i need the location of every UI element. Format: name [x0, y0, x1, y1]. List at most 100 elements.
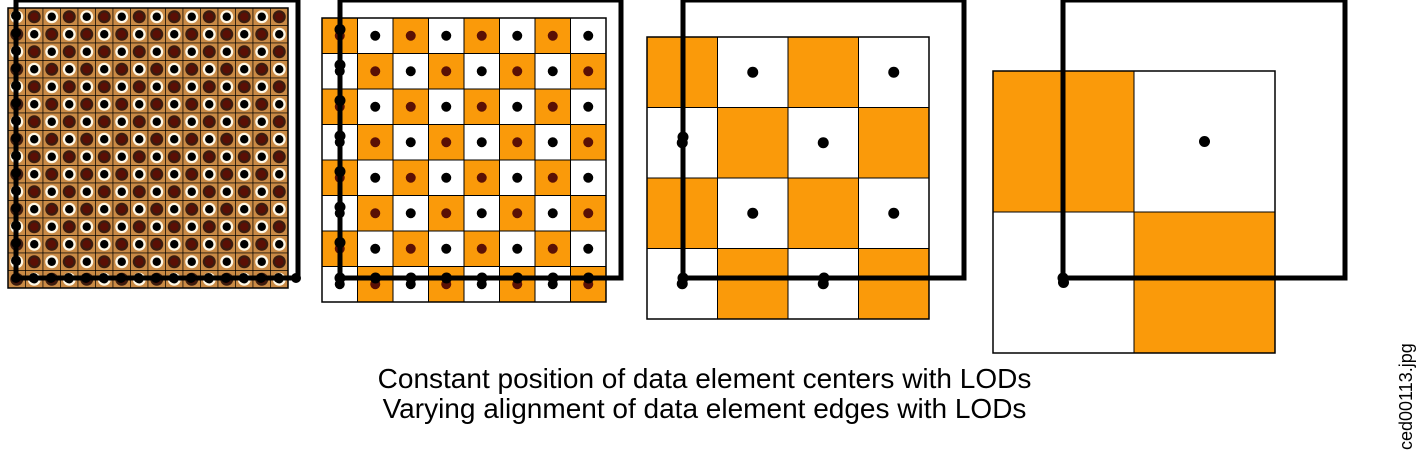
data-center-dot: [152, 12, 161, 21]
data-center-dot: [205, 135, 214, 144]
data-center-dot: [152, 205, 161, 214]
data-center-dot: [240, 100, 249, 109]
data-center-dot: [100, 30, 109, 39]
data-center-dot: [152, 187, 161, 196]
frame-sample-dot: [11, 98, 21, 108]
data-center-dot: [100, 205, 109, 214]
data-center-dot: [152, 117, 161, 126]
data-center-dot: [117, 117, 126, 126]
data-center-dot: [117, 12, 126, 21]
caption-line-edges: Varying alignment of data element edges …: [382, 393, 1027, 424]
data-center-dot: [205, 152, 214, 161]
data-center-dot: [30, 117, 39, 126]
data-center-dot: [82, 205, 91, 214]
data-center-dot: [441, 101, 452, 112]
data-center-dot: [47, 82, 56, 91]
data-center-dot: [170, 30, 179, 39]
frame-sample-dot: [334, 166, 346, 177]
data-center-dot: [100, 12, 109, 21]
data-center-dot: [240, 30, 249, 39]
data-center-dot: [82, 240, 91, 249]
data-center-dot: [30, 82, 39, 91]
data-center-dot: [205, 205, 214, 214]
data-center-dot: [205, 12, 214, 21]
data-center-dot: [257, 240, 266, 249]
grid-cell: [858, 248, 930, 320]
data-center-dot: [65, 65, 74, 74]
frame-sample-dot: [334, 272, 346, 284]
data-center-dot: [257, 222, 266, 231]
data-center-dot: [817, 137, 829, 149]
data-center-dot: [117, 257, 126, 266]
data-center-dot: [888, 207, 900, 219]
data-center-dot: [257, 12, 266, 21]
data-center-dot: [370, 101, 381, 112]
data-center-dot: [47, 152, 56, 161]
data-center-dot: [222, 12, 231, 21]
lod-frame: [1060, 0, 1348, 281]
data-center-dot: [65, 170, 74, 179]
data-center-dot: [65, 82, 74, 91]
frame-sample-dot: [370, 272, 381, 284]
frame-sample-dot: [334, 95, 346, 106]
data-center-dot: [170, 100, 179, 109]
data-center-dot: [187, 47, 196, 56]
data-center-dot: [117, 82, 126, 91]
data-center-dot: [65, 222, 74, 231]
data-center-dot: [275, 65, 284, 74]
grid-cell: [428, 159, 465, 196]
data-center-dot: [30, 100, 39, 109]
grid-border: [992, 70, 1276, 354]
data-center-dot: [547, 101, 558, 112]
grid-cell: [717, 248, 789, 320]
data-center-dot: [47, 257, 56, 266]
frame-sample-dot: [168, 273, 179, 283]
data-center-dot: [222, 240, 231, 249]
data-center-dot: [275, 257, 284, 266]
data-center-dot: [275, 82, 284, 91]
data-center-dot: [135, 170, 144, 179]
data-center-dot: [476, 243, 487, 254]
data-center-dot: [512, 172, 523, 183]
data-center-dot: [187, 222, 196, 231]
data-center-dot: [135, 30, 144, 39]
data-center-dot: [275, 47, 284, 56]
data-center-dot: [257, 135, 266, 144]
data-center-dot: [170, 82, 179, 91]
frame-sample-dot: [818, 272, 830, 284]
data-center-dot: [441, 137, 452, 148]
data-center-dot: [100, 152, 109, 161]
data-center-dot: [257, 82, 266, 91]
data-center-dot: [275, 240, 284, 249]
data-center-dot: [82, 47, 91, 56]
grid-cell: [717, 107, 789, 179]
data-center-dot: [275, 100, 284, 109]
data-center-dot: [222, 222, 231, 231]
data-center-dot: [187, 82, 196, 91]
data-center-dot: [187, 30, 196, 39]
data-center-dot: [117, 47, 126, 56]
data-center-dot: [135, 222, 144, 231]
data-center-dot: [257, 30, 266, 39]
data-center-dot: [65, 100, 74, 109]
lod-panel-level-2: [646, 0, 967, 320]
data-center-dot: [187, 240, 196, 249]
frame-sample-dot: [98, 273, 109, 283]
data-center-dot: [205, 47, 214, 56]
data-center-dot: [257, 100, 266, 109]
data-center-dot: [82, 170, 91, 179]
data-center-dot: [65, 12, 74, 21]
data-center-dot: [275, 222, 284, 231]
data-center-dot: [170, 170, 179, 179]
grid-border: [321, 17, 607, 303]
data-center-dot: [135, 135, 144, 144]
data-center-dot: [512, 30, 523, 41]
data-center-dot: [583, 243, 594, 254]
data-center-dot: [222, 187, 231, 196]
data-center-dot: [240, 65, 249, 74]
data-center-dot: [240, 82, 249, 91]
frame-sample-dot: [441, 272, 452, 284]
data-center-dot: [100, 240, 109, 249]
data-center-dot: [170, 222, 179, 231]
